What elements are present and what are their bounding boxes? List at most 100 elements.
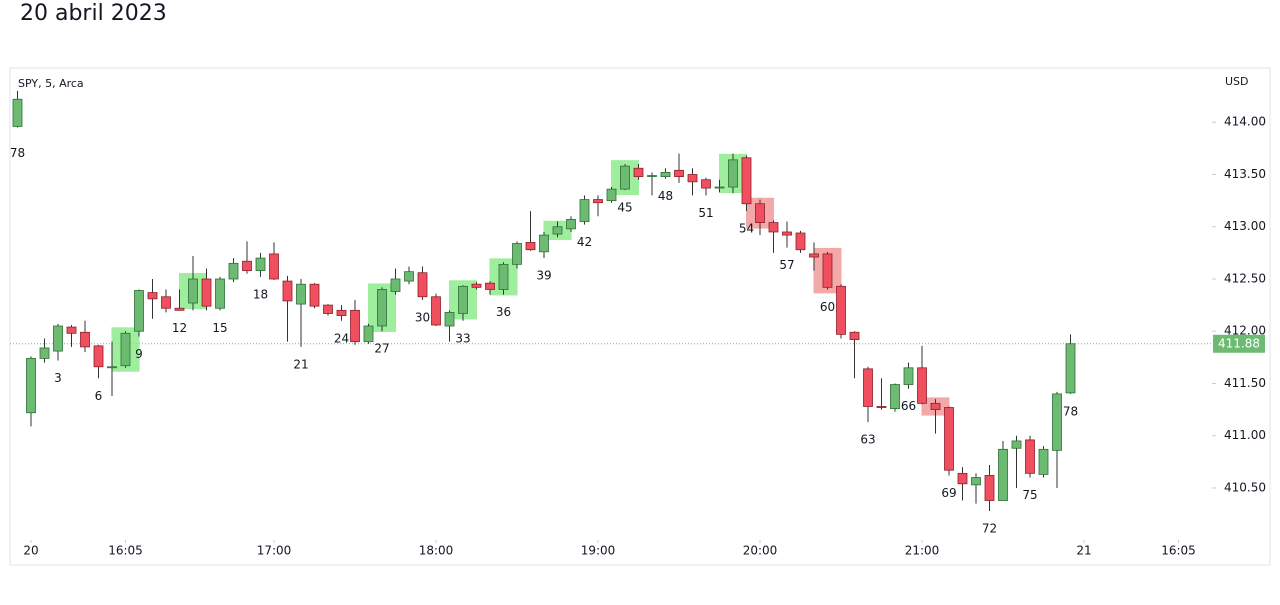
candle-body [147, 292, 158, 300]
x-tick-label: 20:00 [743, 544, 778, 558]
candle-body [809, 253, 819, 258]
candle-body [998, 448, 1008, 501]
bar-number: 57 [779, 258, 794, 272]
candle-body [795, 232, 806, 251]
candle-body [755, 203, 765, 223]
candle-body [323, 304, 333, 314]
candle-body [701, 179, 711, 189]
bar-number: 48 [658, 189, 673, 203]
candle-body [674, 169, 684, 177]
candle-body [458, 285, 468, 314]
candle-body [39, 347, 50, 359]
candle-body [12, 98, 23, 127]
candle-body [579, 199, 590, 222]
candle-body [120, 332, 131, 367]
y-tick-label: 414.00 [1224, 115, 1266, 129]
chart-frame [9, 67, 1271, 566]
x-tick-label: 19:00 [581, 544, 616, 558]
candle-body [471, 283, 482, 288]
candle-body [161, 296, 171, 309]
bar-number: 54 [739, 222, 754, 236]
candle-body [741, 157, 752, 205]
x-tick-label: 21 [1076, 544, 1091, 558]
candle-body [552, 226, 563, 235]
candle-body [296, 283, 306, 305]
candle-body [107, 366, 117, 369]
axis-unit: USD [1225, 75, 1249, 88]
candle-body [201, 278, 212, 307]
candle-body [444, 312, 455, 327]
bar-number: 3 [54, 371, 62, 385]
candle-body [498, 263, 509, 290]
bar-number: 24 [334, 331, 349, 345]
candle-body [80, 331, 90, 348]
candle-body [782, 231, 792, 236]
candle-body [134, 290, 144, 332]
x-tick-label: 20 [23, 544, 38, 558]
candle-body [633, 167, 644, 177]
y-tick-label: 410.50 [1224, 480, 1266, 494]
candle-body [1065, 343, 1076, 394]
bar-number: 78 [1063, 404, 1078, 418]
bar-number: 75 [1022, 488, 1037, 502]
candle-body [647, 175, 657, 177]
candle-body [363, 325, 374, 343]
candle-body [512, 243, 522, 265]
candle-body [390, 278, 401, 292]
candle-body [53, 325, 63, 352]
candle-body [1025, 439, 1035, 474]
candle-body [917, 367, 927, 404]
x-tick-label: 21:00 [905, 544, 940, 558]
candle-body [687, 174, 698, 183]
candle-body [566, 219, 576, 230]
y-tick-label: 411.50 [1224, 376, 1266, 390]
candle-body [728, 159, 738, 188]
y-tick-label: 411.00 [1224, 428, 1266, 442]
candle-body [350, 309, 360, 343]
bar-number: 36 [496, 305, 511, 319]
candle-body [255, 257, 266, 272]
candle-body [903, 367, 914, 385]
candle-body [768, 222, 779, 233]
bar-number: 42 [577, 235, 592, 249]
candle-body [404, 271, 414, 282]
bar-number: 72 [982, 521, 997, 535]
last-price-box [1213, 334, 1265, 353]
candle-body [417, 272, 428, 298]
bar-number: 45 [617, 201, 632, 215]
bar-number: 18 [253, 287, 268, 301]
bar-number: 66 [901, 399, 916, 413]
bar-number: 12 [172, 321, 187, 335]
bar-number: 33 [455, 331, 470, 345]
candle-body [957, 472, 968, 485]
last-price-label: 411.88 [1218, 336, 1260, 350]
bar-number: 69 [941, 486, 956, 500]
candle-body [876, 406, 887, 408]
candle-body [215, 278, 225, 309]
candle-body [336, 309, 347, 316]
candle-body [836, 285, 846, 335]
symbol-label: SPY, 5, Arca [18, 77, 84, 90]
candle-body [174, 307, 185, 311]
candle-body [606, 188, 617, 202]
candle-body [66, 326, 77, 334]
candle-body [620, 165, 630, 190]
y-tick-label: 413.00 [1224, 219, 1266, 233]
candle-body [269, 253, 279, 280]
bar-number: 27 [374, 342, 389, 356]
bar-number: 51 [698, 206, 713, 220]
x-tick-label: 16:05 [108, 544, 143, 558]
y-tick-label: 413.50 [1224, 167, 1266, 181]
candle-body [890, 384, 900, 409]
candle-body [984, 475, 995, 501]
candle-body [485, 282, 495, 290]
y-tick-label: 412.50 [1224, 271, 1266, 285]
y-tick-label: 412.00 [1224, 324, 1266, 338]
candle-body [228, 262, 239, 280]
bar-number: 21 [293, 357, 308, 371]
candle-body [431, 296, 441, 326]
candle-body [1038, 448, 1049, 475]
candle-body [971, 477, 981, 486]
